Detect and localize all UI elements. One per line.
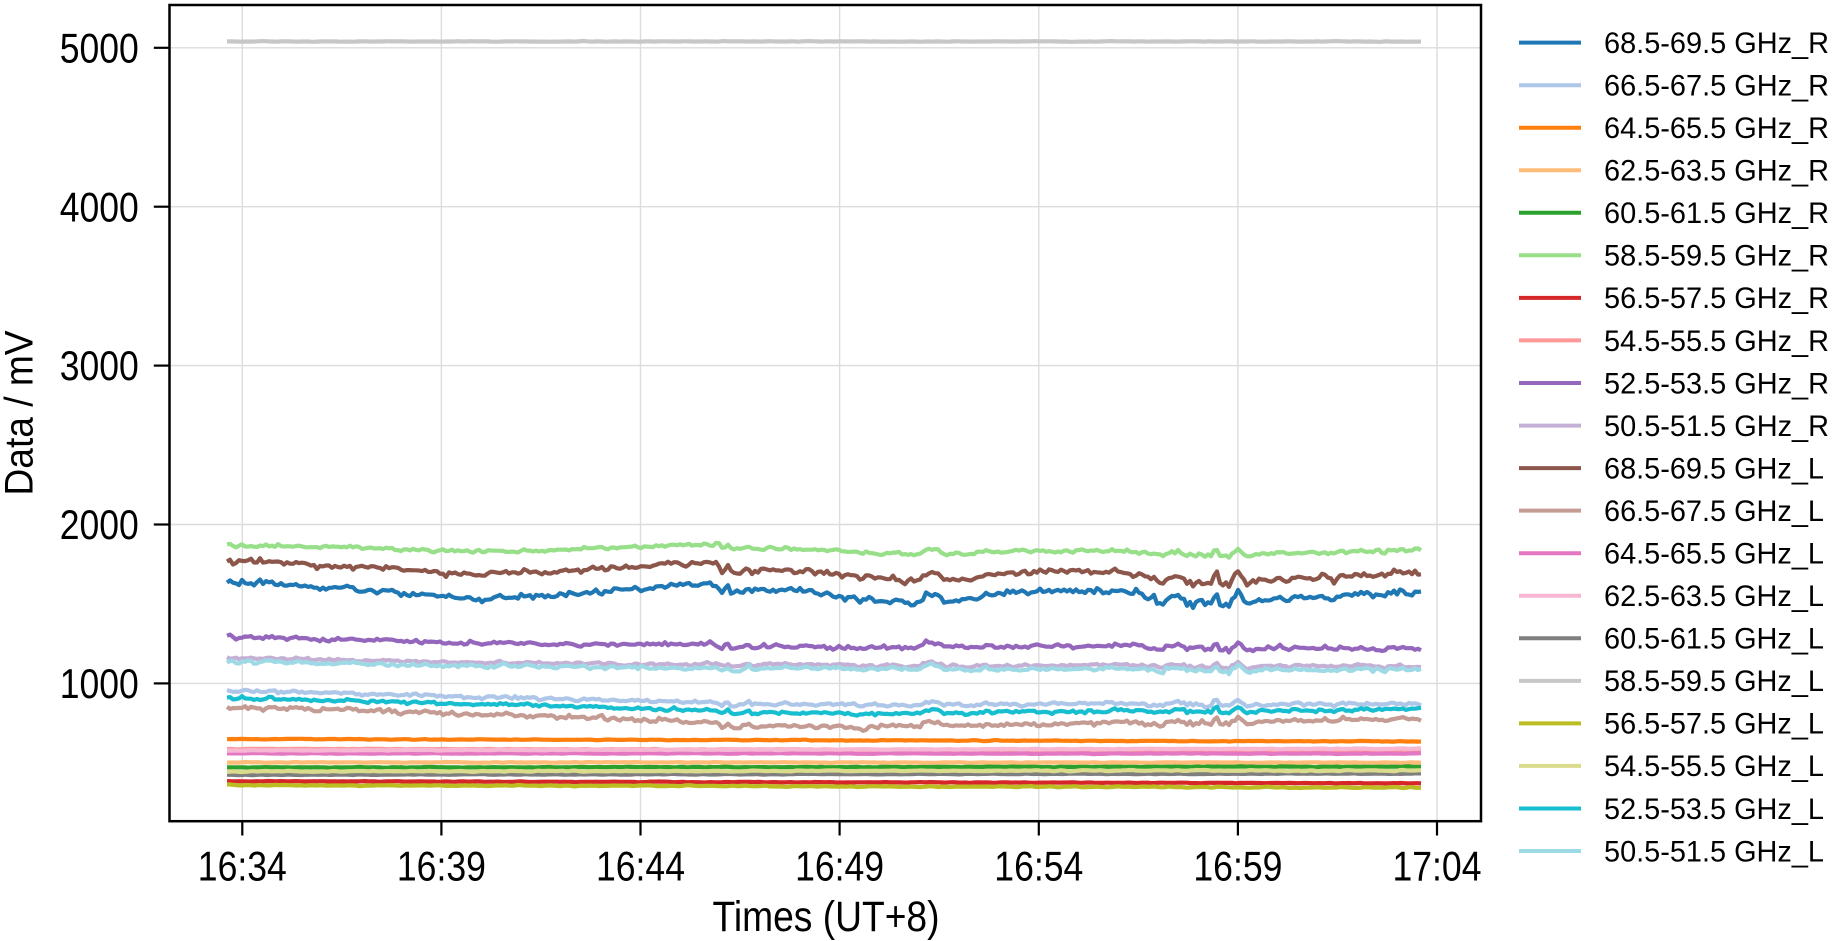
svg-text:58.5-59.5 GHz_R: 58.5-59.5 GHz_R xyxy=(1604,240,1829,273)
svg-text:68.5-69.5 GHz_L: 68.5-69.5 GHz_L xyxy=(1604,452,1824,485)
svg-text:64.5-65.5 GHz_L: 64.5-65.5 GHz_L xyxy=(1604,538,1824,571)
svg-text:Times (UT+8): Times (UT+8) xyxy=(713,893,940,941)
svg-text:5000: 5000 xyxy=(60,24,139,71)
svg-text:16:34: 16:34 xyxy=(198,843,287,890)
svg-text:60.5-61.5 GHz_L: 60.5-61.5 GHz_L xyxy=(1604,623,1824,656)
svg-text:54.5-55.5 GHz_R: 54.5-55.5 GHz_R xyxy=(1604,325,1829,358)
svg-text:16:44: 16:44 xyxy=(596,843,685,890)
svg-text:16:39: 16:39 xyxy=(397,843,486,890)
svg-text:64.5-65.5 GHz_R: 64.5-65.5 GHz_R xyxy=(1604,112,1829,145)
svg-text:50.5-51.5 GHz_L: 50.5-51.5 GHz_L xyxy=(1604,835,1824,868)
svg-text:66.5-67.5 GHz_R: 66.5-67.5 GHz_R xyxy=(1604,70,1829,103)
svg-text:62.5-63.5 GHz_R: 62.5-63.5 GHz_R xyxy=(1604,155,1829,188)
svg-text:58.5-59.5 GHz_L: 58.5-59.5 GHz_L xyxy=(1604,665,1824,698)
svg-text:Data / mV: Data / mV xyxy=(0,330,42,495)
svg-text:50.5-51.5 GHz_R: 50.5-51.5 GHz_R xyxy=(1604,410,1829,443)
svg-text:54.5-55.5 GHz_L: 54.5-55.5 GHz_L xyxy=(1604,750,1824,783)
svg-text:17:04: 17:04 xyxy=(1393,843,1482,890)
svg-text:52.5-53.5 GHz_R: 52.5-53.5 GHz_R xyxy=(1604,367,1829,400)
svg-text:66.5-67.5 GHz_L: 66.5-67.5 GHz_L xyxy=(1604,495,1824,528)
svg-text:52.5-53.5 GHz_L: 52.5-53.5 GHz_L xyxy=(1604,793,1824,826)
svg-text:16:54: 16:54 xyxy=(994,843,1083,890)
svg-text:4000: 4000 xyxy=(60,183,139,230)
svg-text:3000: 3000 xyxy=(60,342,139,389)
svg-text:1000: 1000 xyxy=(60,660,139,707)
svg-text:16:49: 16:49 xyxy=(795,843,884,890)
svg-text:16:59: 16:59 xyxy=(1193,843,1282,890)
svg-text:2000: 2000 xyxy=(60,501,139,548)
svg-text:68.5-69.5 GHz_R: 68.5-69.5 GHz_R xyxy=(1604,27,1829,60)
svg-text:60.5-61.5 GHz_R: 60.5-61.5 GHz_R xyxy=(1604,197,1829,230)
svg-text:56.5-57.5 GHz_L: 56.5-57.5 GHz_L xyxy=(1604,708,1824,741)
svg-text:62.5-63.5 GHz_L: 62.5-63.5 GHz_L xyxy=(1604,580,1824,613)
svg-text:56.5-57.5 GHz_R: 56.5-57.5 GHz_R xyxy=(1604,282,1829,315)
